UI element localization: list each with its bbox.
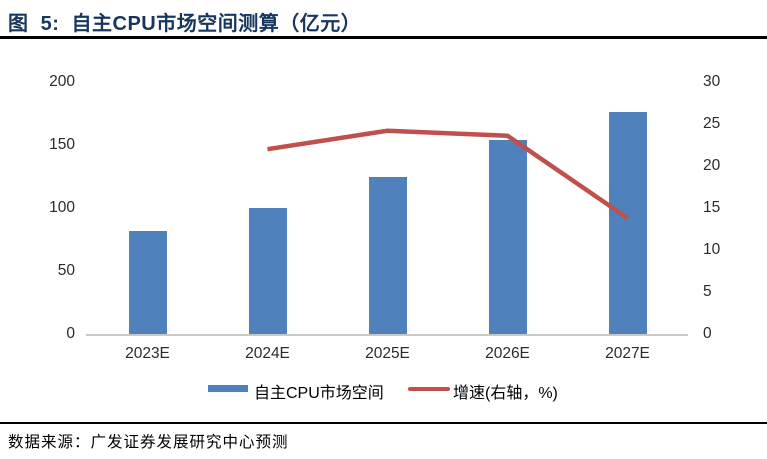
right-axis-tick-5: 5	[703, 283, 712, 300]
legend-line-swatch	[408, 387, 450, 391]
right-axis-tick-0: 0	[703, 325, 712, 342]
x-axis-line	[86, 334, 688, 336]
bar-2024E	[248, 208, 287, 334]
data-source-note: 数据来源：广发证券发展研究中心预测	[8, 434, 289, 451]
footer-rule	[0, 422, 767, 424]
right-axis-tick-15: 15	[703, 199, 721, 216]
title-underline	[0, 36, 767, 39]
x-label-2027E: 2027E	[605, 345, 650, 362]
bar-2027E	[608, 112, 647, 334]
legend-line-label: 增速(右轴，%)	[453, 385, 558, 402]
left-axis-tick-50: 50	[57, 262, 75, 279]
bar-2025E	[368, 176, 407, 334]
left-axis-tick-100: 100	[49, 199, 75, 216]
legend-bar-label: 自主CPU市场空间	[254, 385, 384, 402]
left-axis-tick-0: 0	[66, 325, 75, 342]
bar-2026E	[488, 139, 527, 334]
x-label-2024E: 2024E	[245, 345, 290, 362]
right-axis-tick-30: 30	[703, 73, 721, 90]
right-axis-tick-25: 25	[703, 115, 721, 132]
figure-title: 图 5: 自主CPU市场空间测算（亿元）	[8, 13, 362, 35]
x-label-2023E: 2023E	[125, 345, 170, 362]
x-label-2025E: 2025E	[365, 345, 410, 362]
right-axis-tick-20: 20	[703, 157, 721, 174]
growth-line	[267, 128, 629, 220]
bar-2023E	[128, 230, 167, 334]
left-axis-tick-200: 200	[49, 73, 75, 90]
left-axis-tick-150: 150	[49, 136, 75, 153]
x-label-2026E: 2026E	[485, 345, 530, 362]
right-axis-tick-10: 10	[703, 241, 721, 258]
legend-bar-swatch	[208, 385, 248, 392]
